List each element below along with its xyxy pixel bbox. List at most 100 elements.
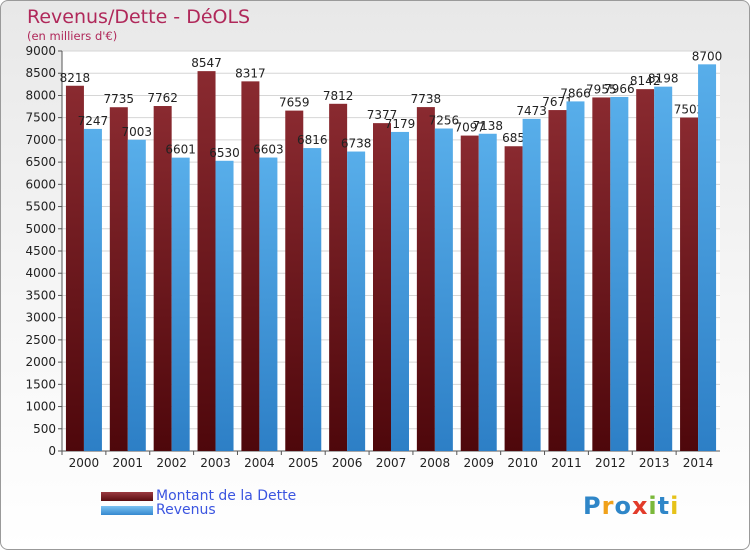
- data-label-revenus: 6601: [165, 143, 196, 157]
- bar-dette: [65, 85, 84, 451]
- x-tick-label: 2005: [288, 456, 319, 470]
- data-label-revenus: 7247: [78, 114, 109, 128]
- bar-revenus: [347, 151, 366, 452]
- bar-revenus: [83, 128, 102, 451]
- x-tick-label: 2012: [595, 456, 626, 470]
- chart-subtitle: (en milliers d'€): [27, 29, 118, 43]
- y-tick-label: 3500: [25, 288, 56, 302]
- legend-item-dette: Montant de la Dette: [101, 488, 296, 504]
- data-label-dette: 7762: [147, 91, 178, 105]
- x-tick-label: 2013: [639, 456, 670, 470]
- y-tick-label: 2500: [25, 333, 56, 347]
- logo-letter: o: [614, 492, 632, 520]
- x-tick-label: 2008: [420, 456, 451, 470]
- bar-revenus: [698, 64, 717, 452]
- bar-dette: [592, 97, 611, 451]
- y-tick-label: 7500: [25, 111, 56, 125]
- data-label-dette: 7955: [586, 82, 617, 96]
- x-tick-label: 2014: [683, 456, 714, 470]
- bar-revenus: [259, 157, 278, 452]
- bar-dette: [416, 107, 435, 451]
- legend-label-dette: Montant de la Dette: [156, 488, 297, 504]
- bar-revenus: [303, 148, 322, 452]
- y-tick-label: 8000: [25, 88, 56, 102]
- y-tick-label: 2000: [25, 355, 56, 369]
- bar-dette: [548, 110, 567, 452]
- y-tick-label: 6500: [25, 155, 56, 169]
- legend-label-revenus: Revenus: [156, 502, 216, 518]
- data-label-revenus: 6738: [341, 137, 372, 151]
- bar-dette: [504, 146, 523, 451]
- logo-letter: i: [670, 492, 680, 520]
- bar-dette: [197, 71, 216, 451]
- bar-revenus: [654, 86, 673, 452]
- legend-swatch-dette: [101, 491, 153, 501]
- data-label-dette: 8317: [235, 66, 266, 80]
- data-label-revenus: 7003: [122, 125, 153, 139]
- x-tick-label: 2003: [200, 456, 231, 470]
- data-label-dette: 8547: [191, 56, 222, 70]
- bar-dette: [285, 110, 304, 451]
- bar-revenus: [171, 157, 190, 451]
- y-tick-label: 1500: [25, 377, 56, 391]
- y-tick-label: 4000: [25, 266, 56, 280]
- data-label-dette: 7377: [367, 108, 398, 122]
- y-tick-label: 5500: [25, 200, 56, 214]
- data-label-revenus: 7473: [516, 104, 547, 118]
- logo-letter: t: [657, 492, 671, 520]
- data-label-revenus: 6603: [253, 143, 284, 157]
- bar-revenus: [215, 160, 234, 451]
- x-tick-label: 2011: [551, 456, 582, 470]
- x-tick-label: 2009: [463, 456, 494, 470]
- y-tick-label: 5000: [25, 222, 56, 236]
- x-tick-label: 2002: [156, 456, 187, 470]
- logo-letter: P: [583, 492, 602, 520]
- data-label-dette: 685: [502, 131, 525, 145]
- logo-letter: x: [631, 492, 649, 520]
- data-label-revenus: 7256: [429, 114, 460, 128]
- data-label-revenus: 7138: [472, 119, 503, 133]
- data-label-dette: 7097: [454, 121, 485, 135]
- data-label-revenus: 7179: [385, 117, 416, 131]
- y-tick-label: 4500: [25, 244, 56, 258]
- y-tick-label: 0: [48, 444, 56, 458]
- x-tick-label: 2007: [376, 456, 407, 470]
- data-label-dette: 7659: [279, 96, 310, 110]
- data-label-revenus: 7866: [560, 86, 591, 100]
- bar-revenus: [434, 128, 453, 451]
- y-tick-label: 9000: [25, 44, 56, 58]
- bar-revenus: [478, 133, 497, 451]
- data-label-dette: 8142: [630, 74, 661, 88]
- bar-revenus: [391, 131, 409, 451]
- x-tick-label: 2001: [113, 456, 144, 470]
- x-tick-label: 2006: [332, 456, 363, 470]
- bar-revenus: [566, 101, 585, 452]
- y-tick-label: 7000: [25, 133, 56, 147]
- y-tick-label: 3000: [25, 311, 56, 325]
- bar-dette: [241, 81, 260, 451]
- legend-swatch-revenus: [101, 505, 153, 515]
- y-tick-label: 1000: [25, 400, 56, 414]
- x-tick-label: 2000: [69, 456, 100, 470]
- bar-revenus: [522, 118, 541, 451]
- y-tick-label: 500: [33, 422, 56, 436]
- data-label-dette: 7738: [411, 92, 442, 106]
- x-tick-label: 2004: [244, 456, 275, 470]
- data-label-dette: 7735: [104, 92, 135, 106]
- data-label-revenus: 7966: [604, 82, 635, 96]
- data-label-revenus: 8198: [648, 72, 679, 86]
- bar-dette: [373, 123, 391, 451]
- data-label-revenus: 6816: [297, 133, 328, 147]
- data-label-revenus: 8700: [692, 49, 723, 63]
- bar-dette: [109, 107, 128, 451]
- bar-revenus: [127, 139, 146, 451]
- bar-dette: [460, 135, 479, 452]
- logo-letter: i: [648, 492, 658, 520]
- data-label-dette: 8218: [60, 71, 91, 85]
- bar-dette: [329, 103, 348, 452]
- data-label-dette: 7502: [674, 103, 705, 117]
- bar-dette: [636, 89, 655, 451]
- bar-revenus: [610, 96, 629, 451]
